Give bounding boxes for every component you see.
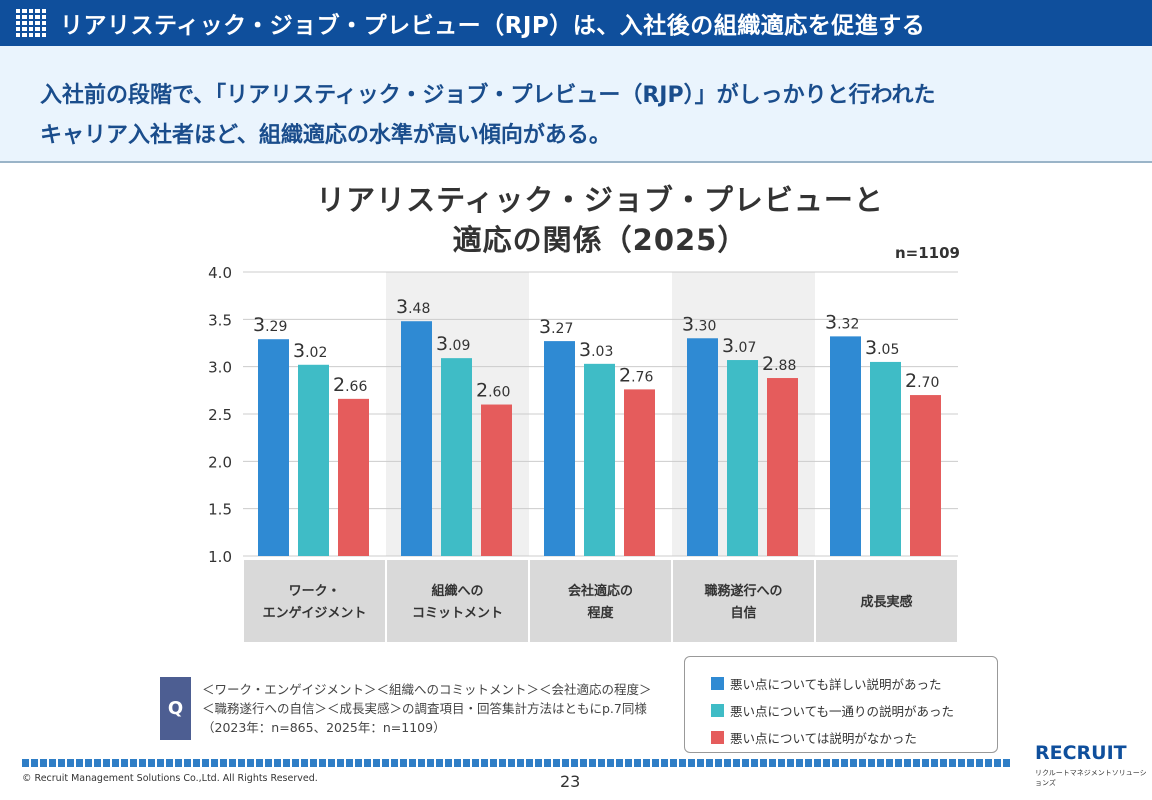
legend-item: 悪い点についても詳しい説明があった — [711, 670, 997, 697]
copyright: © Recruit Management Solutions Co.,Ltd. … — [22, 773, 318, 784]
data-label: 3.05 — [865, 337, 899, 359]
y-tick-label: 3.5 — [208, 311, 232, 329]
logo-subtext: リクルートマネジメントソリューションズ — [1035, 769, 1147, 787]
data-label: 3.48 — [396, 296, 430, 318]
data-label: 3.02 — [293, 340, 327, 362]
category-box — [387, 560, 528, 642]
legend-swatch — [711, 677, 724, 690]
y-tick-label: 2.0 — [208, 453, 232, 471]
footer-divider — [22, 759, 1012, 767]
x-tick-label: ワーク・ — [289, 584, 341, 599]
x-tick-label: 自信 — [730, 605, 756, 621]
question-line-3: （2023年：n=865、2025年：n=1109） — [202, 720, 446, 735]
bar — [767, 378, 798, 556]
category-box — [816, 560, 957, 642]
data-label: 3.30 — [682, 313, 716, 335]
x-tick-label: 会社適応の — [568, 583, 633, 599]
bar — [687, 338, 718, 556]
bar — [298, 364, 329, 556]
data-label: 3.29 — [253, 314, 287, 336]
legend-item: 悪い点については説明がなかった — [711, 724, 997, 751]
bar — [481, 404, 512, 556]
x-tick-label: 組織への — [431, 583, 483, 599]
data-label: 2.60 — [476, 380, 510, 402]
summary-line-1: 入社前の段階で、「リアリスティック・ジョブ・プレビュー（RJP）」がしっかりと行… — [40, 83, 936, 108]
bar — [727, 360, 758, 556]
bar — [441, 358, 472, 556]
data-label: 2.70 — [905, 370, 939, 392]
question-line-2: ＜職務遂行への自信＞＜成長実感＞の調査項目・回答集計方法はともにp.7同様 — [202, 701, 647, 716]
x-tick-label: コミットメント — [412, 606, 503, 621]
data-label: 3.07 — [722, 335, 756, 357]
x-tick-label: エンゲイジメント — [263, 605, 367, 621]
header-bar: リアリスティック・ジョブ・プレビュー（RJP）は、入社後の組織適応を促進する — [0, 0, 1152, 46]
bar — [401, 321, 432, 556]
data-label: 3.03 — [579, 339, 613, 361]
header-title: リアリスティック・ジョブ・プレビュー（RJP）は、入社後の組織適応を促進する — [60, 13, 926, 39]
chart-title-line-1: リアリスティック・ジョブ・プレビューと — [316, 183, 884, 217]
y-tick-label: 3.0 — [208, 359, 232, 377]
legend-label: 悪い点についても一通りの説明があった — [730, 704, 955, 719]
bar — [584, 363, 615, 556]
category-box — [530, 560, 671, 642]
data-label: 2.66 — [333, 374, 367, 396]
bar — [910, 395, 941, 556]
bar — [338, 398, 369, 556]
grid-icon — [16, 9, 46, 37]
y-tick-label: 1.5 — [208, 501, 232, 519]
category-box — [673, 560, 814, 642]
legend-label: 悪い点についても詳しい説明があった — [730, 677, 942, 692]
x-tick-label: 職務遂行への — [704, 583, 782, 599]
legend-swatch — [711, 704, 724, 717]
data-label: 3.32 — [825, 311, 859, 333]
data-label: 2.88 — [762, 353, 796, 375]
chart-legend: 悪い点についても詳しい説明があった 悪い点についても一通りの説明があった 悪い点… — [684, 656, 998, 753]
summary-line-2: キャリア入社者ほど、組織適応の水準が高い傾向がある。 — [40, 123, 611, 148]
data-label: 3.09 — [436, 333, 470, 355]
summary-band: 入社前の段階で、「リアリスティック・ジョブ・プレビュー（RJP）」がしっかりと行… — [0, 46, 1152, 163]
category-box — [244, 560, 385, 642]
recruit-logo: RECRUIT リクルートマネジメントソリューションズ — [1035, 742, 1152, 788]
page-number: 23 — [560, 772, 581, 791]
bar — [830, 336, 861, 556]
y-tick-label: 4.0 — [208, 264, 232, 282]
legend-label: 悪い点については説明がなかった — [730, 731, 917, 746]
bar — [870, 361, 901, 556]
chart-title: リアリスティック・ジョブ・プレビューと 適応の関係（2025） — [250, 180, 950, 260]
legend-item: 悪い点についても一通りの説明があった — [711, 697, 997, 724]
question-text: ＜ワーク・エンゲイジメント＞＜組織へのコミットメント＞＜会社適応の程度＞ ＜職務… — [202, 680, 652, 737]
data-label: 3.27 — [539, 316, 573, 338]
x-tick-label: 成長実感 — [860, 594, 912, 610]
question-line-1: ＜ワーク・エンゲイジメント＞＜組織へのコミットメント＞＜会社適応の程度＞ — [202, 682, 652, 697]
y-tick-label: 1.0 — [208, 548, 232, 566]
bar — [544, 341, 575, 556]
chart-title-line-2: 適応の関係（2025） — [452, 223, 748, 257]
legend-swatch — [711, 731, 724, 744]
x-tick-label: 程度 — [587, 605, 614, 621]
question-badge: Q — [160, 677, 191, 740]
logo-text: RECRUIT — [1035, 742, 1127, 764]
y-tick-label: 2.5 — [208, 406, 232, 424]
bar — [258, 339, 289, 556]
bar — [624, 389, 655, 556]
data-label: 2.76 — [619, 364, 653, 386]
sample-size-note: n=1109 — [895, 244, 960, 262]
